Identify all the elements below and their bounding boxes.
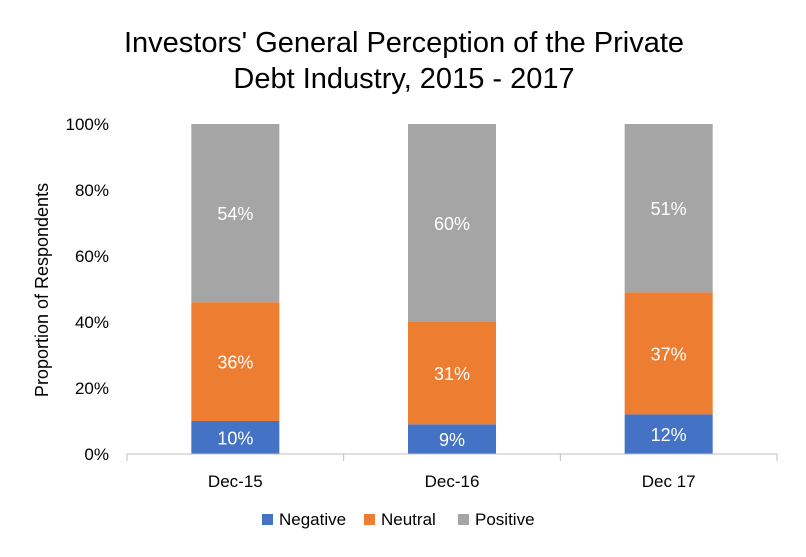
x-axis-ticks: Dec-15 Dec-16 Dec 17 — [208, 472, 696, 491]
data-label: 31% — [434, 364, 470, 384]
bar-segment-positive — [408, 124, 496, 322]
bar-segment-neutral — [191, 302, 280, 421]
bar-segment-positive — [191, 124, 280, 303]
x-tick-label: Dec-15 — [208, 472, 263, 491]
bar-segment-negative — [624, 414, 713, 454]
data-label: 51% — [651, 199, 687, 219]
bar-segment-positive — [624, 124, 713, 293]
y-tick-label: 60% — [75, 247, 109, 266]
data-label: 37% — [651, 344, 687, 364]
y-tick-label: 80% — [75, 181, 109, 200]
bars: 10% 36% 54% 9% 31% 60% 12% 37% 51% — [191, 124, 713, 454]
chart-title: Investors' General Perception of the Pri… — [124, 27, 684, 95]
bar-segment-neutral — [408, 322, 496, 425]
data-label: 10% — [217, 429, 253, 449]
legend-label: Positive — [475, 510, 535, 529]
y-axis-ticks: 0% 20% 40% 60% 80% 100% — [66, 115, 109, 464]
data-label: 9% — [439, 430, 465, 450]
legend-swatch-neutral — [364, 514, 375, 525]
x-tick-label: Dec-16 — [425, 472, 480, 491]
data-label: 12% — [651, 425, 687, 445]
bar-segment-neutral — [624, 292, 713, 415]
y-tick-label: 0% — [84, 445, 109, 464]
legend-label: Negative — [279, 510, 346, 529]
data-label: 54% — [217, 204, 253, 224]
legend-label: Neutral — [381, 510, 436, 529]
x-axis — [126, 453, 778, 461]
bar-segment-negative — [408, 424, 496, 454]
data-label: 60% — [434, 214, 470, 234]
y-tick-label: 40% — [75, 313, 109, 332]
chart-title-line: Debt Industry, 2015 - 2017 — [233, 63, 574, 95]
y-axis-title: Proportion of Respondents — [32, 183, 52, 397]
y-tick-label: 100% — [66, 115, 109, 134]
legend-swatch-negative — [262, 514, 273, 525]
chart-title-line: Investors' General Perception of the Pri… — [124, 27, 684, 59]
bar-segment-negative — [191, 421, 280, 454]
legend-swatch-positive — [458, 514, 469, 525]
data-label: 36% — [217, 353, 253, 373]
y-tick-label: 20% — [75, 379, 109, 398]
legend: Negative Neutral Positive — [262, 510, 535, 529]
y-axis-title-group: Proportion of Respondents — [32, 183, 52, 397]
x-tick-label: Dec 17 — [642, 472, 696, 491]
